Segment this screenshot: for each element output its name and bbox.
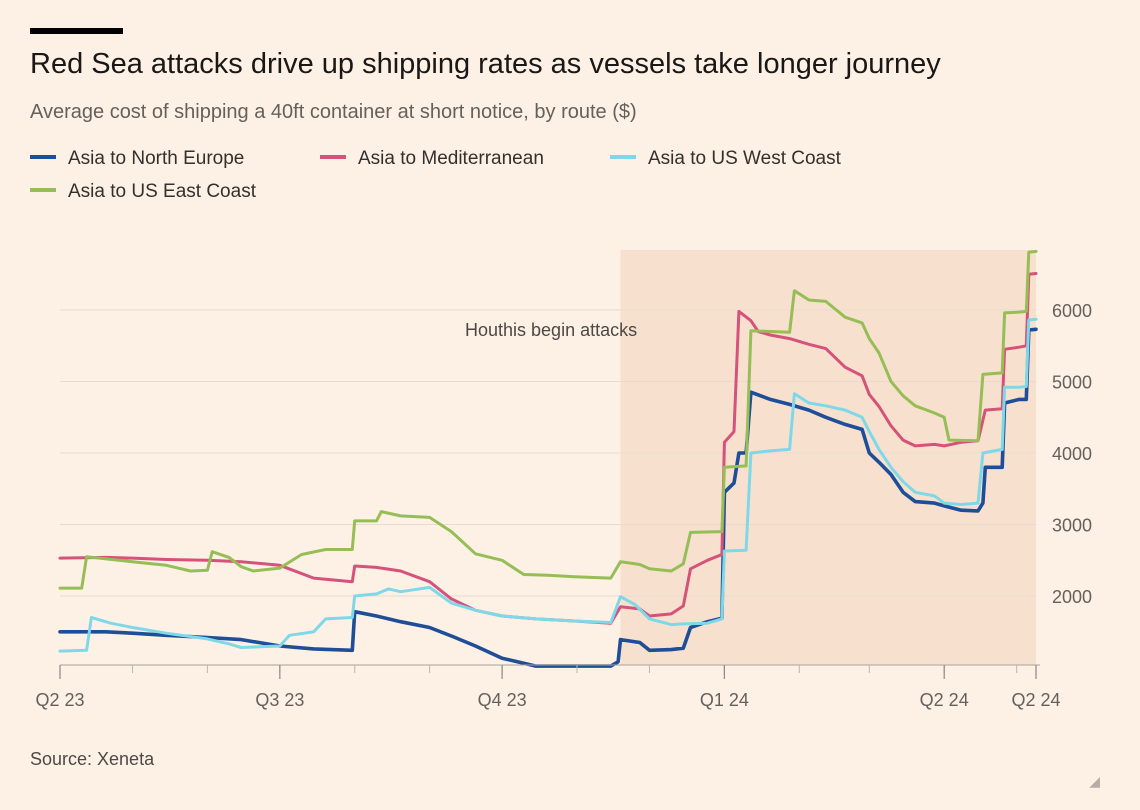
y-tick-label: 3000 bbox=[1052, 516, 1092, 536]
y-tick-label: 6000 bbox=[1052, 301, 1092, 321]
legend-swatch bbox=[30, 154, 56, 159]
series-line-asia-to-us-west-coast bbox=[58, 317, 1038, 653]
legend-label: Asia to US West Coast bbox=[648, 148, 841, 169]
y-tick-label: 2000 bbox=[1052, 587, 1092, 607]
legend-swatch bbox=[30, 187, 56, 192]
legend-item-asia-north-europe: Asia to North Europe bbox=[30, 148, 244, 170]
annotation-label: Houthis begin attacks bbox=[465, 320, 637, 340]
x-tick-label: Q2 24 bbox=[1011, 690, 1060, 710]
x-tick-label: Q1 24 bbox=[700, 690, 749, 710]
legend-item-asia-us-east-coast: Asia to US East Coast bbox=[30, 181, 256, 203]
y-tick-label: 4000 bbox=[1052, 444, 1092, 464]
title-accent-bar bbox=[30, 28, 123, 34]
legend-swatch bbox=[320, 154, 346, 159]
chart-subtitle: Average cost of shipping a 40ft containe… bbox=[30, 101, 637, 123]
y-tick-label: 5000 bbox=[1052, 373, 1092, 393]
legend-item-asia-mediterranean: Asia to Mediterranean bbox=[320, 148, 544, 170]
chart-title: Red Sea attacks drive up shipping rates … bbox=[30, 48, 941, 80]
x-tick-label: Q4 23 bbox=[478, 690, 527, 710]
legend-item-asia-us-west-coast: Asia to US West Coast bbox=[610, 148, 841, 170]
x-tick-label: Q3 23 bbox=[255, 690, 304, 710]
legend-swatch bbox=[610, 154, 636, 159]
legend-label: Asia to Mediterranean bbox=[358, 148, 544, 169]
series-line-asia-to-us-east-coast bbox=[58, 249, 1038, 590]
x-tick-label: Q2 24 bbox=[920, 690, 969, 710]
source-note: Source: Xeneta bbox=[30, 749, 155, 769]
resize-handle-icon: ◢ bbox=[1089, 773, 1100, 789]
legend-label: Asia to North Europe bbox=[68, 148, 245, 169]
legend-label: Asia to US East Coast bbox=[68, 181, 256, 202]
x-tick-label: Q2 23 bbox=[35, 690, 84, 710]
